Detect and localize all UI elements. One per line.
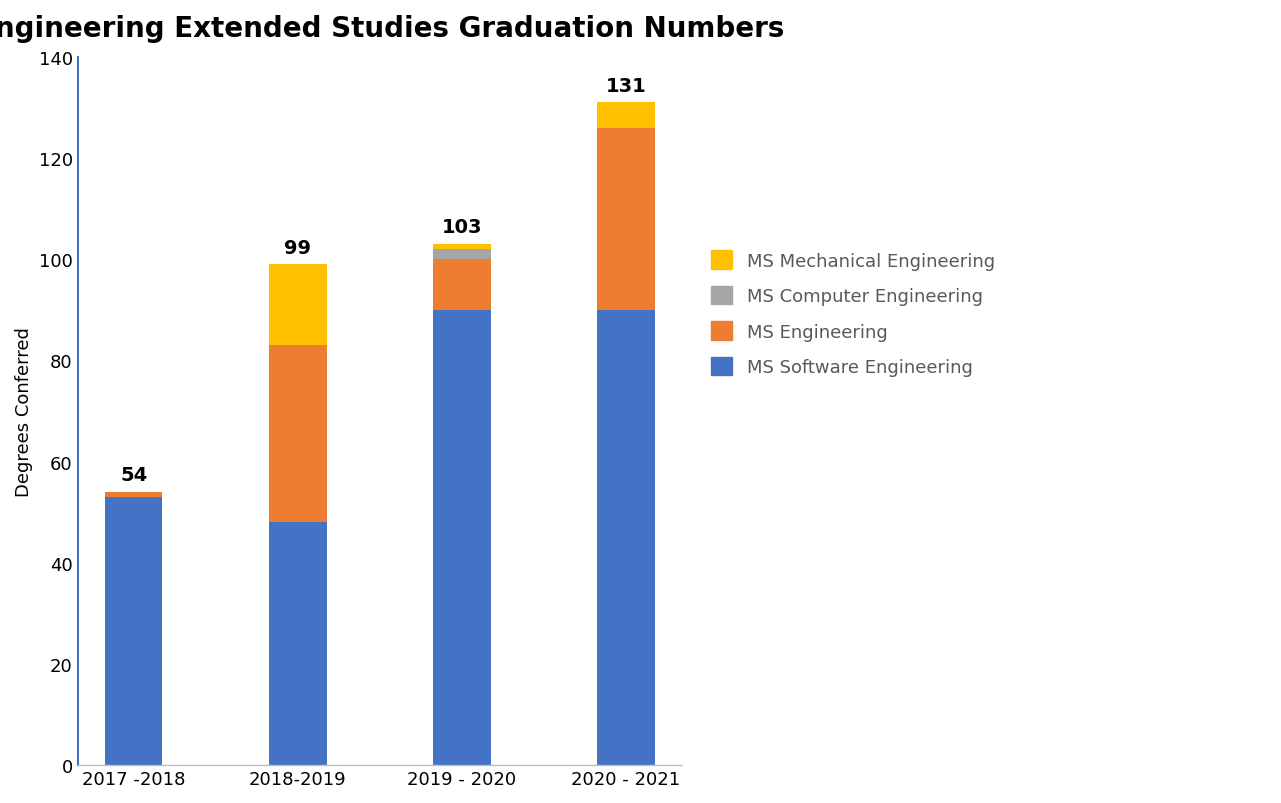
Bar xyxy=(105,492,163,497)
Bar xyxy=(269,265,327,346)
Bar xyxy=(105,497,163,765)
Text: 99: 99 xyxy=(284,238,311,257)
Text: 103: 103 xyxy=(442,218,482,237)
Bar xyxy=(433,245,491,250)
Bar xyxy=(597,104,655,128)
Bar xyxy=(269,523,327,765)
Bar xyxy=(433,260,491,311)
Text: 131: 131 xyxy=(606,76,647,96)
Y-axis label: Degrees Conferred: Degrees Conferred xyxy=(15,327,33,496)
Bar xyxy=(597,311,655,765)
Text: 54: 54 xyxy=(120,466,147,485)
Bar xyxy=(269,346,327,523)
Bar xyxy=(433,311,491,765)
Title: Engineering Extended Studies Graduation Numbers: Engineering Extended Studies Graduation … xyxy=(0,15,784,43)
Bar xyxy=(433,250,491,260)
Legend: MS Mechanical Engineering, MS Computer Engineering, MS Engineering, MS Software : MS Mechanical Engineering, MS Computer E… xyxy=(703,243,1002,384)
Bar xyxy=(597,128,655,311)
